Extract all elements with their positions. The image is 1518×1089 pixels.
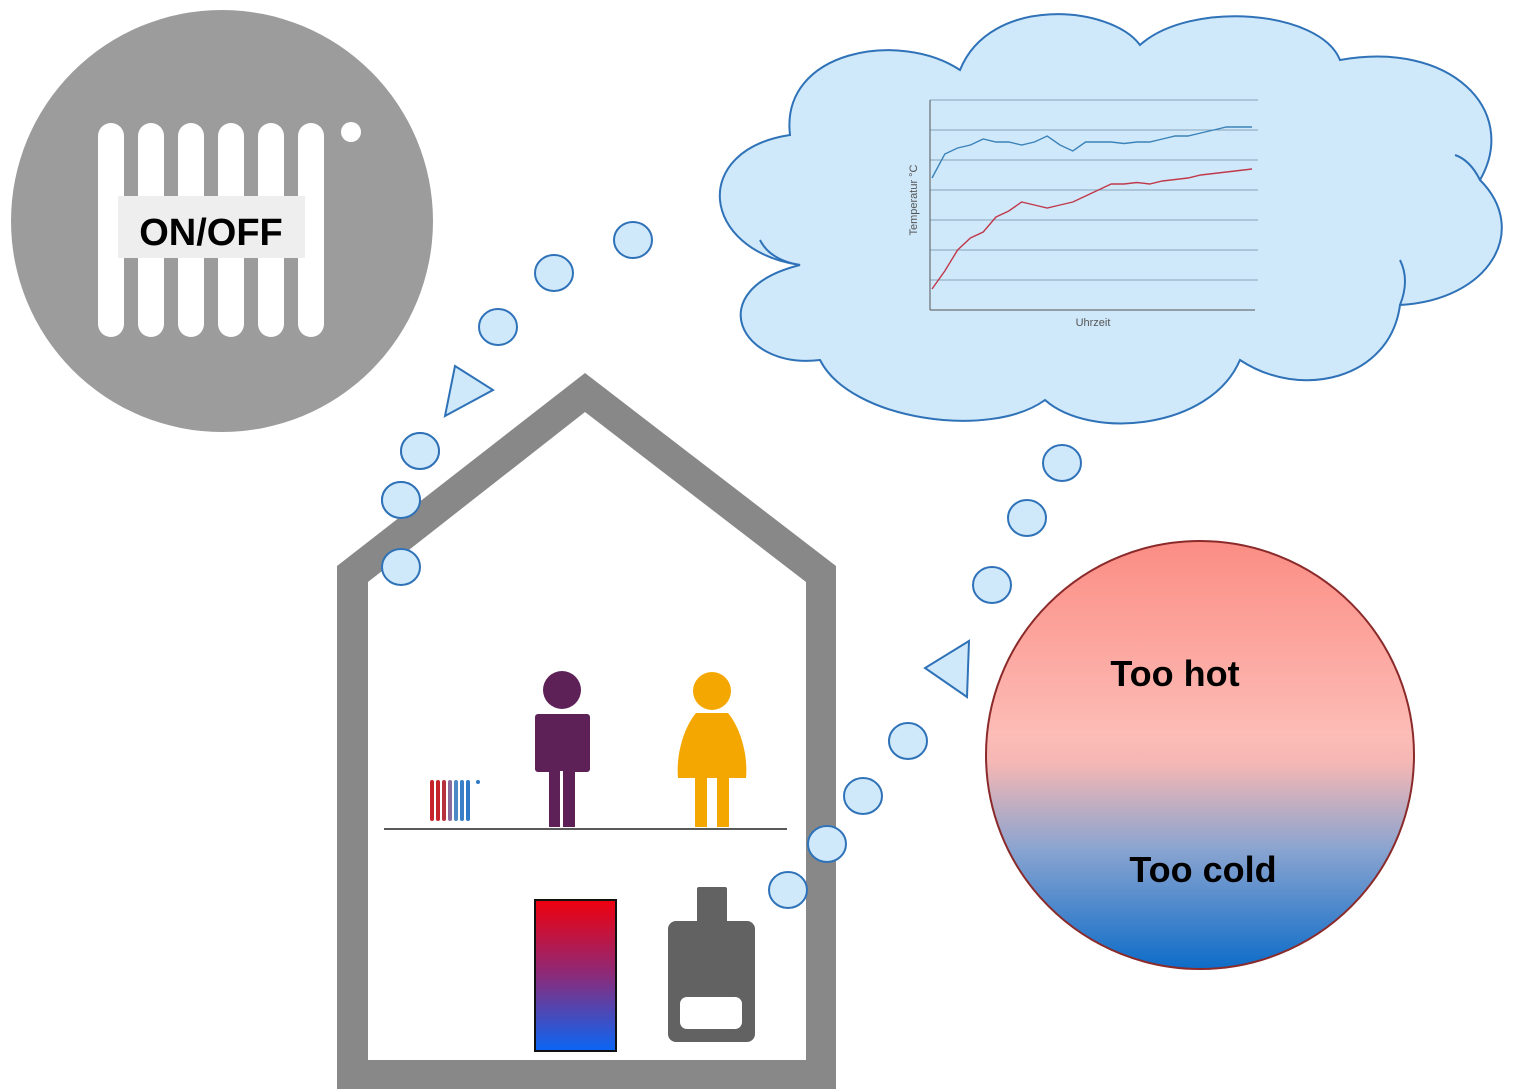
bubble bbox=[381, 481, 421, 519]
water-tank-icon bbox=[534, 899, 617, 1052]
onoff-radiator-icon bbox=[11, 10, 433, 432]
arrow-triangle bbox=[923, 639, 971, 699]
thought-trail-right bbox=[768, 444, 1082, 909]
too-cold-label: Too cold bbox=[1129, 849, 1276, 890]
bubble bbox=[807, 825, 847, 863]
small-radiator-icon bbox=[430, 780, 480, 821]
boiler-icon bbox=[668, 887, 755, 1042]
chart-grid bbox=[930, 99, 1258, 281]
person-male-icon bbox=[535, 671, 590, 827]
too-hot-label: Too hot bbox=[1110, 653, 1239, 694]
bubble bbox=[888, 722, 928, 760]
onoff-label: ON/OFF bbox=[139, 212, 283, 254]
bubble bbox=[381, 548, 421, 586]
bubble bbox=[534, 254, 574, 292]
temperature-chart: Temperatur °C Uhrzeit bbox=[908, 99, 1258, 329]
x-axis-label: Uhrzeit bbox=[1076, 317, 1111, 329]
series-line-1 bbox=[931, 168, 1253, 290]
person-female-icon bbox=[677, 672, 747, 827]
bubble bbox=[843, 777, 883, 815]
bubble bbox=[613, 221, 653, 259]
y-axis-label: Temperatur °C bbox=[908, 164, 920, 235]
bubble bbox=[478, 308, 518, 346]
series-line-0 bbox=[931, 126, 1252, 179]
bubble bbox=[972, 566, 1012, 604]
bubble bbox=[768, 871, 808, 909]
thought-trail-overlap bbox=[381, 432, 440, 586]
bubble bbox=[1042, 444, 1082, 482]
bubble bbox=[1007, 499, 1047, 537]
thermal-comfort-circle bbox=[985, 540, 1415, 970]
bubble bbox=[400, 432, 440, 470]
arrow-triangle bbox=[443, 364, 495, 418]
